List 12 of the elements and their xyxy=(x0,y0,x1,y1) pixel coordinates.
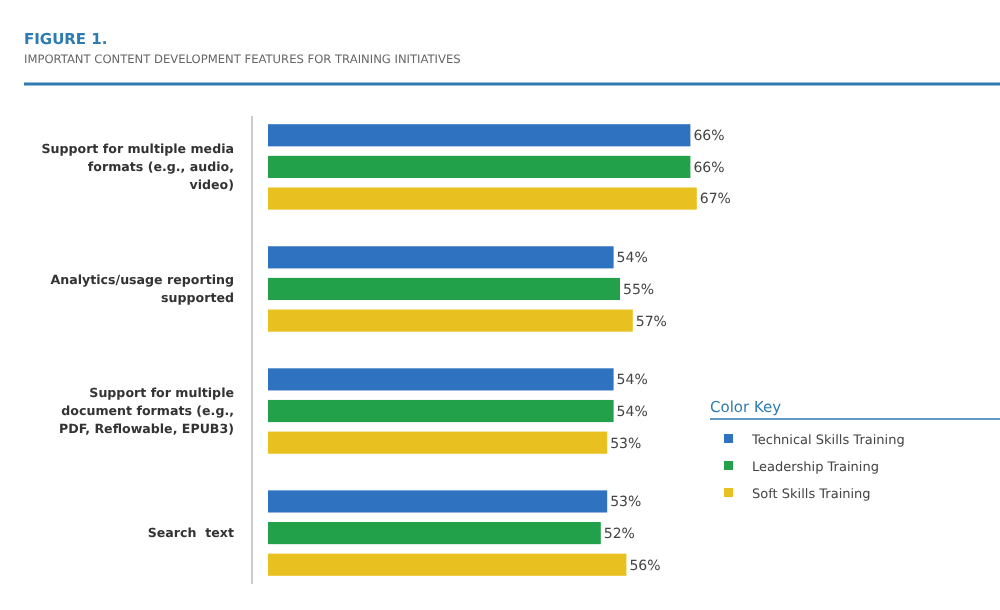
bar xyxy=(268,309,633,332)
bar xyxy=(268,246,614,269)
bar xyxy=(268,277,620,301)
bar xyxy=(268,368,614,391)
bar xyxy=(268,155,691,178)
bar xyxy=(268,187,697,210)
bar xyxy=(268,124,691,147)
bar xyxy=(268,431,608,454)
bar xyxy=(268,490,608,513)
bar xyxy=(268,553,627,576)
bar xyxy=(268,522,601,545)
bar xyxy=(268,399,614,423)
